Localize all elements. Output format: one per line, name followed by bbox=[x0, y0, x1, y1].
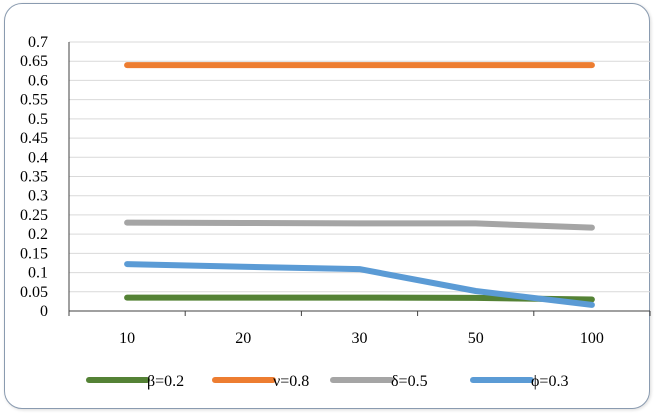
legend-label: β=0.2 bbox=[147, 373, 184, 390]
y-tick-label: 0.05 bbox=[20, 284, 48, 301]
y-tick-label: 0.35 bbox=[20, 169, 48, 186]
y-tick-label: 0.25 bbox=[20, 207, 48, 224]
x-tick-label: 10 bbox=[119, 330, 135, 347]
y-tick-label: 0.5 bbox=[28, 111, 48, 128]
y-tick-label: 0.65 bbox=[20, 53, 48, 70]
x-tick-label: 20 bbox=[235, 330, 251, 347]
y-tick-label: 0.2 bbox=[28, 226, 48, 243]
legend-label: ν=0.8 bbox=[273, 373, 309, 390]
y-tick-label: 0.1 bbox=[28, 265, 48, 282]
y-tick-label: 0.4 bbox=[28, 149, 48, 166]
legend-label: δ=0.5 bbox=[391, 373, 428, 390]
y-tick-label: 0.45 bbox=[20, 130, 48, 147]
y-tick-label: 0.15 bbox=[20, 245, 48, 262]
y-tick-label: 0.55 bbox=[20, 92, 48, 109]
y-tick-label: 0.6 bbox=[28, 72, 48, 89]
y-tick-label: 0.3 bbox=[28, 188, 48, 205]
legend-label: ϕ=0.3 bbox=[531, 373, 568, 390]
x-tick-label: 100 bbox=[580, 330, 604, 347]
x-tick-label: 30 bbox=[352, 330, 368, 347]
x-tick-label: 50 bbox=[468, 330, 484, 347]
chart-frame bbox=[4, 3, 650, 409]
y-tick-label: 0.7 bbox=[28, 34, 48, 51]
y-tick-label: 0 bbox=[40, 303, 48, 320]
